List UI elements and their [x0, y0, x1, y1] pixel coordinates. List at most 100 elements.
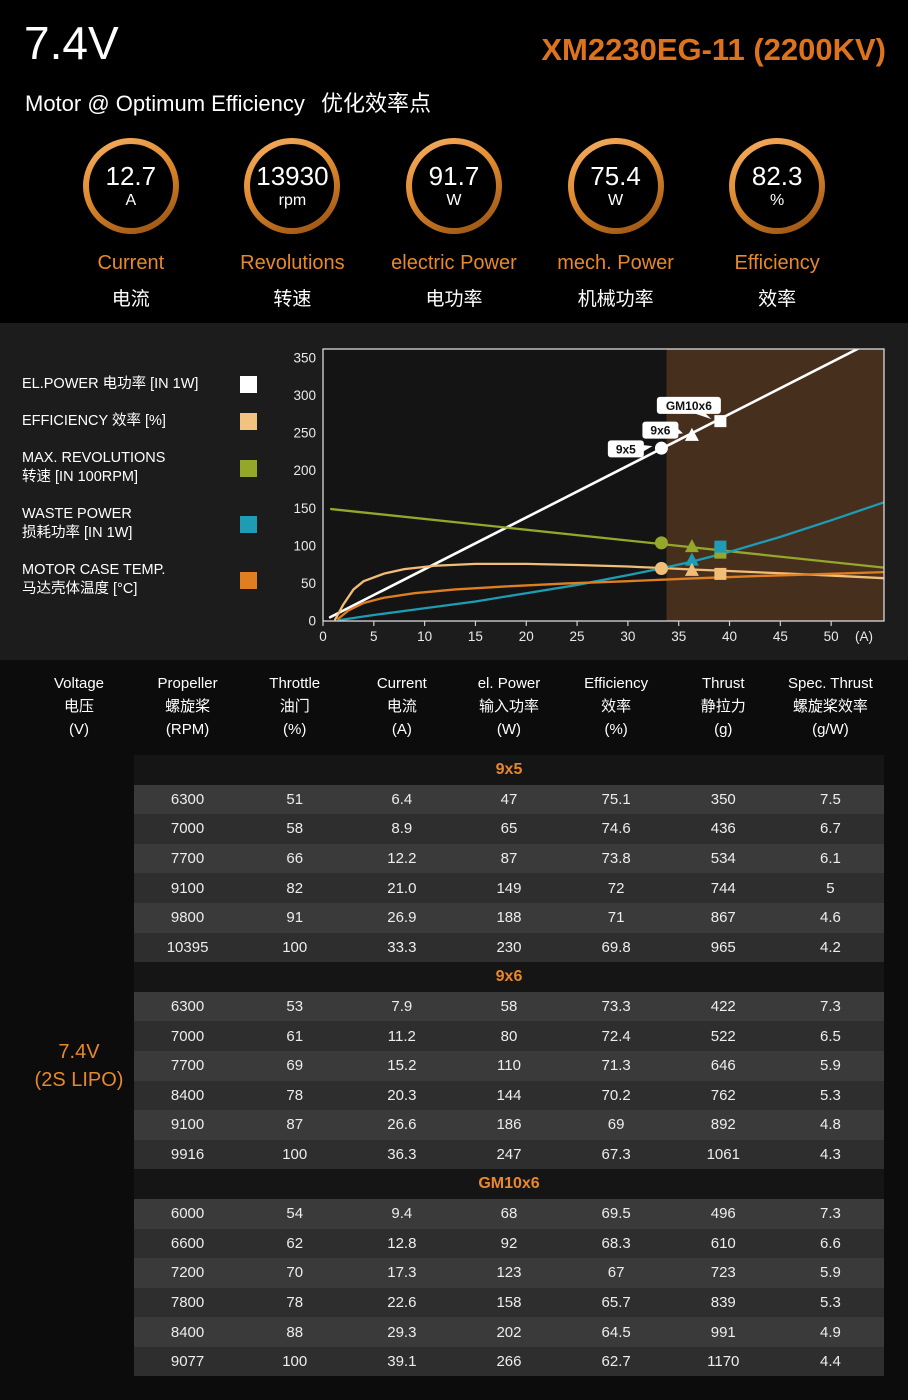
x-axis-tick-label: 35	[671, 629, 686, 644]
table-cell: 72.4	[601, 1027, 631, 1045]
table-cell: 9.4	[391, 1205, 413, 1223]
table-cell: 7.3	[819, 1205, 841, 1223]
table-cell: 149	[496, 879, 522, 897]
table-cell: 66	[286, 850, 304, 868]
table-row: 6300 53 7.9 58 73.3 422 7.3	[134, 991, 884, 1022]
table-cell: 20.3	[387, 1086, 417, 1104]
table-cell: 4.6	[819, 909, 841, 927]
table-cell: 9800	[170, 909, 205, 927]
gauge-label-en: electric Power	[391, 252, 517, 274]
gauge-value: 13930	[256, 161, 329, 191]
table-cell: 4.4	[819, 1353, 841, 1371]
table-cell: 71	[607, 909, 625, 927]
table-cell: 7700	[170, 1057, 205, 1075]
table-row: 9100 82 21.0 149 72 744 5	[134, 873, 884, 903]
table-row: 7000 58 8.9 65 74.6 436 6.7	[134, 814, 884, 844]
table-cell: 26.6	[387, 1116, 417, 1134]
legend-label: EL.POWER 电功率 [IN 1W]	[22, 376, 199, 392]
table-cell: 123	[496, 1264, 522, 1282]
page-title-voltage: 7.4V	[24, 17, 119, 69]
gauge-label-zh: 效率	[758, 289, 797, 310]
x-axis-tick-label: 15	[468, 629, 483, 644]
gauge-label-zh: 电流	[111, 289, 150, 310]
series-line-waste	[337, 501, 884, 621]
table-cell: 74.6	[601, 820, 631, 838]
table-cell: 12.2	[387, 850, 417, 868]
gauge-label-en: Efficiency	[734, 252, 820, 274]
subtitle-zh: 优化效率点	[321, 91, 432, 116]
annotation-label: 9x5	[616, 442, 636, 456]
table-cell: 9916	[170, 1146, 205, 1164]
table-cell: 22.6	[387, 1293, 417, 1311]
section-header-9x5: 9x5	[134, 755, 884, 785]
table-cell: 6.6	[819, 1234, 841, 1252]
table-cell: 7000	[170, 820, 205, 838]
column-header-el-power: el. Power 输入功率 (W)	[477, 675, 541, 738]
table-row: 6600 62 12.8 92 68.3 610 6.6	[134, 1228, 884, 1259]
legend-swatch	[240, 571, 257, 589]
marker-9x5-el_power	[654, 441, 668, 455]
table-cell: 36.3	[387, 1146, 417, 1164]
table-cell: 202	[496, 1323, 522, 1341]
table-cell: 69	[286, 1057, 304, 1075]
table-cell: 58	[500, 998, 518, 1016]
gauge-unit: A	[125, 192, 137, 209]
table-cell: 47	[500, 790, 518, 808]
table-cell: 65	[500, 820, 518, 838]
table-cell: 12.8	[387, 1234, 417, 1252]
gauge-label-en: Revolutions	[240, 252, 345, 274]
table-data-grid: 9x5 6300 51 6.4 47 75.1 350 7.5 7000 58 8.9 65 74.6 4…	[134, 755, 884, 1377]
table-cell: 7800	[170, 1293, 205, 1311]
table-cell: 87	[286, 1116, 304, 1134]
gauge-label-en: Current	[97, 252, 165, 274]
gauge-ring: 82.3%	[729, 138, 825, 234]
section-header-gm10x6: GM10x6	[134, 1169, 884, 1199]
table-cell: 188	[496, 909, 522, 927]
table-cell: 29.3	[387, 1323, 417, 1341]
column-header-efficiency: Efficiency 效率 (%)	[584, 675, 649, 738]
marker-9x6-waste	[684, 552, 699, 566]
table-cell: 5.3	[819, 1086, 841, 1104]
gauges-row: 12.7 A Current 电流 13930 rpm Revolutions 转速 91.7 W…	[0, 138, 908, 311]
gauge-current: 12.7 A Current 电流	[50, 138, 212, 311]
table-cell: 534	[710, 850, 736, 868]
table-cell: 78	[286, 1293, 304, 1311]
table-cell: 21.0	[387, 879, 417, 897]
y-axis-tick-label: 200	[293, 463, 316, 478]
table-cell: 5.3	[819, 1293, 841, 1311]
table-cell: 7700	[170, 850, 205, 868]
table-cell: 5.9	[819, 1264, 841, 1282]
table-cell: 72	[607, 879, 625, 897]
table-cell: 100	[282, 938, 308, 956]
x-axis-tick-label: 40	[722, 629, 737, 644]
table-cell: 69	[607, 1116, 625, 1134]
x-axis-tick-label: 25	[570, 629, 585, 644]
table-row: 7700 66 12.2 87 73.8 534 6.1	[134, 843, 884, 874]
table-cell: 839	[710, 1293, 736, 1311]
x-axis-tick-label: 30	[620, 629, 635, 644]
series-line-efficiency	[334, 562, 884, 621]
table-cell: 70.2	[601, 1086, 631, 1104]
table-cell: 723	[710, 1264, 736, 1282]
page-subtitle: Motor @ Optimum Efficiency 优化效率点	[25, 86, 441, 118]
table-cell: 9100	[170, 1116, 205, 1134]
gauge-value: 91.7	[428, 161, 480, 191]
legend-item: EFFICIENCY 效率 [%]	[22, 412, 257, 431]
legend-swatch	[240, 376, 257, 393]
table-cell: 80	[500, 1027, 518, 1045]
table-cell: 5.9	[819, 1057, 841, 1075]
table-row: 9100 87 26.6 186 69 892 4.8	[134, 1110, 884, 1140]
table-cell: 69.8	[601, 938, 631, 956]
spec-table: Voltage 电压 (V) Propeller 螺旋桨 (RPM) Throttle 油门(…	[0, 660, 908, 1400]
table-cell: 186	[496, 1116, 522, 1134]
annotation-label: GM10x6	[666, 399, 712, 413]
gauge-label-zh: 电功率	[425, 289, 483, 310]
table-row: 7800 78 22.6 158 65.7 839 5.3	[134, 1287, 884, 1318]
annotation-box	[607, 440, 644, 458]
table-cell: 991	[710, 1323, 736, 1341]
table-cell: 867	[710, 909, 736, 927]
table-cell: 100	[282, 1353, 308, 1371]
table-cell: 51	[286, 790, 304, 808]
